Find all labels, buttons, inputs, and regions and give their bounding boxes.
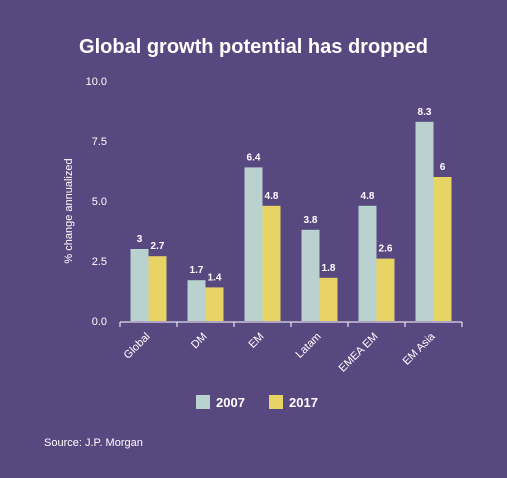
bar-2007 [187, 280, 206, 321]
y-tick-label: 2.5 [92, 256, 107, 268]
bar-2017 [319, 277, 338, 321]
bar-2007 [415, 121, 434, 321]
bar-2017 [376, 258, 395, 321]
legend-label-2007: 2007 [216, 395, 245, 410]
bar-2017 [433, 177, 452, 321]
category-label: EM [246, 331, 266, 351]
bar-2017 [148, 256, 167, 321]
y-tick-label: 10.0 [86, 76, 107, 88]
bar-2017 [205, 287, 224, 321]
category-label: EMEA EM [337, 331, 381, 375]
data-label: 1.7 [190, 265, 204, 276]
data-label: 4.8 [361, 191, 375, 202]
legend-label-2017: 2017 [289, 395, 318, 410]
y-tick-label: 0.0 [92, 316, 107, 328]
bar-2007 [244, 167, 263, 321]
data-label: 2.7 [151, 241, 165, 252]
y-tick-label: 5.0 [92, 196, 107, 208]
y-axis-title: % change annualized [63, 158, 75, 263]
category-label: DM [189, 331, 210, 352]
data-label: 3 [137, 234, 143, 245]
category-label: Latam [294, 331, 324, 361]
legend-swatch-2017 [269, 395, 283, 409]
data-label: 8.3 [418, 107, 432, 118]
data-labels: 3 2.7 1.7 1.4 6.4 4.8 3.8 1.8 4.8 2.6 8.3 6 [137, 107, 446, 284]
bar-2007 [130, 249, 149, 321]
data-label: 6.4 [247, 152, 261, 163]
category-labels: Global DM EM Latam EMEA EM EM Asia [122, 330, 439, 375]
bars [130, 121, 452, 321]
y-axis-ticks: 0.0 2.5 5.0 7.5 10.0 [86, 76, 107, 328]
chart-title: Global growth potential has dropped [79, 36, 428, 58]
data-label: 1.8 [322, 263, 336, 274]
y-tick-label: 7.5 [92, 136, 107, 148]
data-label: 4.8 [265, 191, 279, 202]
bar-2017 [262, 205, 281, 321]
data-label: 1.4 [208, 272, 222, 283]
bar-2007 [301, 229, 320, 321]
data-label: 6 [440, 162, 446, 173]
legend: 2007 2017 [196, 395, 318, 410]
bar-2007 [358, 205, 377, 321]
source-note: Source: J.P. Morgan [44, 437, 143, 449]
x-axis-ticks [119, 322, 463, 327]
category-label: EM Asia [401, 330, 439, 368]
legend-swatch-2007 [196, 395, 210, 409]
data-label: 3.8 [304, 215, 318, 226]
data-label: 2.6 [379, 244, 393, 255]
category-label: Global [122, 331, 153, 362]
